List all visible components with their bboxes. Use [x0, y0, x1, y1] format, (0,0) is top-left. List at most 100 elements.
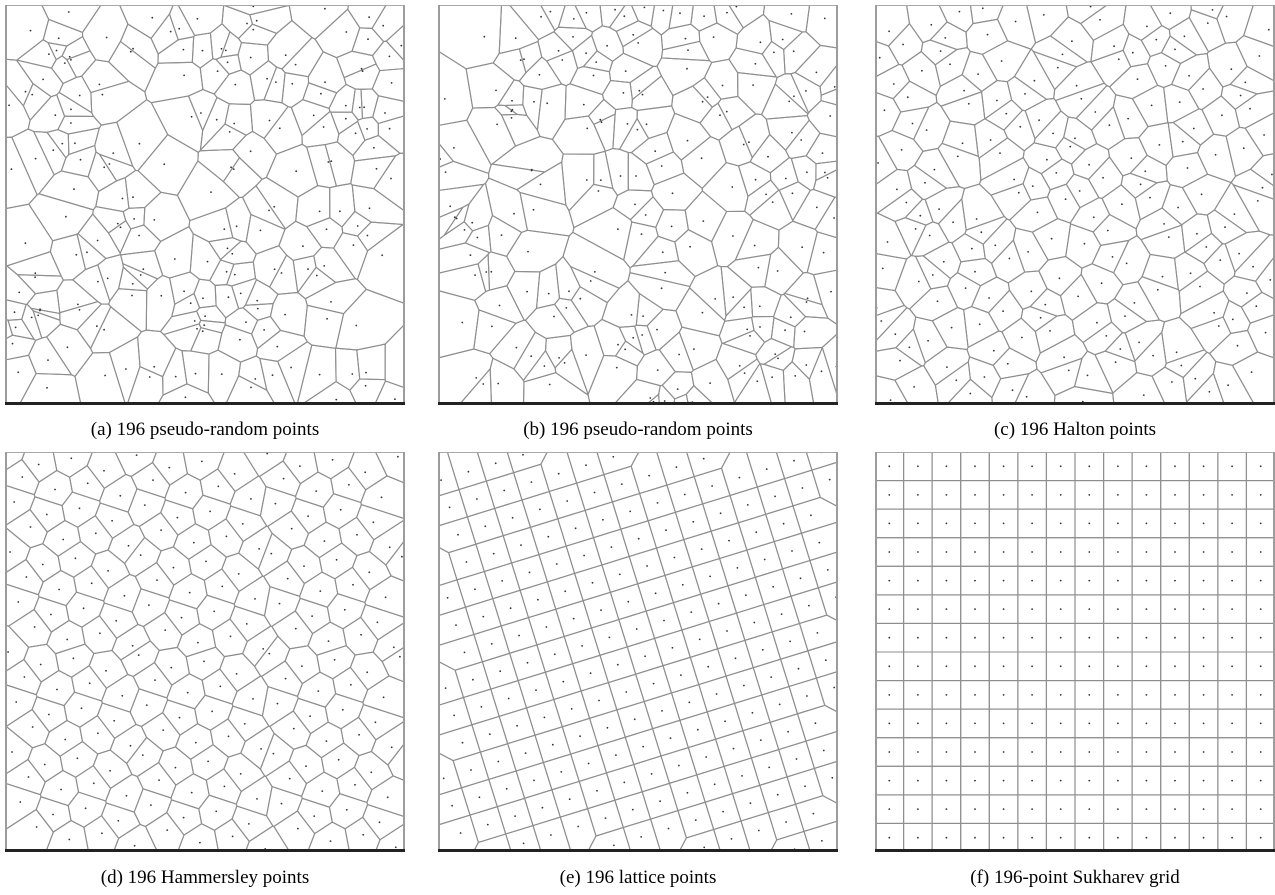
sample-point [7, 651, 9, 653]
sample-point [631, 808, 634, 811]
voronoi-cell [366, 775, 405, 818]
sample-point [55, 49, 58, 52]
voronoi-cell [1225, 126, 1264, 178]
voronoi-cell [342, 616, 379, 656]
sample-point [815, 71, 818, 74]
voronoi-cell [1201, 95, 1241, 137]
sample-point [808, 604, 810, 607]
sample-point [388, 546, 391, 549]
sample-point [1036, 211, 1039, 214]
sample-point [880, 320, 883, 322]
sample-point [1249, 107, 1251, 110]
sample-point [642, 745, 645, 748]
sample-point [1027, 251, 1029, 253]
caption-b: (b) 196 pseudo-random points [523, 419, 753, 440]
voronoi-cell [964, 215, 1008, 245]
sample-point [690, 611, 693, 613]
voronoi-cell [137, 329, 177, 378]
sample-point [1108, 124, 1111, 127]
sample-point [632, 33, 635, 36]
voronoi-cell [782, 292, 829, 319]
sample-point [1259, 836, 1262, 839]
sample-point [1000, 60, 1003, 62]
sample-point [399, 655, 401, 658]
sample-point [11, 751, 13, 753]
sample-point [694, 819, 697, 821]
sample-point [805, 301, 808, 303]
voronoi-cell [313, 246, 357, 283]
sample-point [245, 623, 248, 625]
sample-point [384, 112, 386, 114]
voronoi-cell [130, 461, 171, 499]
voronoi-cell [90, 80, 148, 126]
sample-points [888, 465, 1262, 839]
voronoi-cell [438, 5, 503, 70]
sample-point [132, 47, 134, 50]
voronoi-cell [5, 526, 32, 574]
sample-point [65, 215, 67, 218]
sample-point [1019, 125, 1022, 128]
voronoi-cell [981, 79, 1013, 120]
sample-point [946, 366, 948, 368]
sample-point [754, 178, 757, 181]
sample-point [561, 59, 564, 61]
sample-point [1202, 836, 1205, 839]
sample-point [543, 365, 546, 367]
sample-point [752, 84, 754, 86]
voronoi-diagram-f [875, 452, 1275, 852]
sample-point [914, 228, 917, 230]
sample-point [1180, 364, 1183, 367]
sample-point [1002, 722, 1005, 725]
sample-point [945, 722, 948, 725]
sample-point [1008, 257, 1011, 260]
sample-point [490, 643, 493, 645]
sample-point [579, 297, 582, 300]
sample-point [800, 139, 803, 141]
sample-point [900, 149, 903, 151]
sample-point [974, 270, 976, 273]
sample-point [928, 234, 931, 237]
voronoi-cell [748, 189, 794, 231]
sample-point [354, 783, 356, 786]
sample-point [1133, 302, 1136, 304]
sample-point [888, 465, 891, 468]
sample-point [826, 176, 829, 179]
sample-point [378, 821, 381, 824]
voronoi-cell [263, 585, 301, 628]
sample-point [203, 660, 205, 663]
sample-point [1188, 74, 1190, 77]
sample-point [917, 608, 919, 610]
sample-point [259, 229, 262, 232]
voronoi-cell [81, 614, 118, 655]
voronoi-cell [99, 473, 138, 513]
voronoi-cell [336, 120, 366, 157]
sample-point [70, 108, 72, 111]
sample-point [654, 150, 657, 153]
voronoi-cell [1229, 65, 1275, 95]
voronoi-cell [661, 371, 695, 400]
sample-point [291, 82, 294, 85]
sample-point [528, 571, 531, 574]
sample-point [1177, 206, 1179, 209]
sample-point [888, 808, 891, 810]
sample-point [37, 463, 40, 466]
voronoi-cell [1254, 255, 1275, 300]
sample-point [791, 192, 794, 195]
sample-point [1088, 808, 1091, 810]
sample-point [797, 667, 800, 670]
voronoi-cell [224, 375, 276, 405]
voronoi-cell [761, 40, 786, 79]
voronoi-cell [134, 561, 175, 599]
voronoi-cell [322, 493, 362, 530]
voronoi-cell [131, 588, 171, 628]
sample-point [977, 73, 979, 75]
sample-point [632, 336, 635, 339]
sample-point [221, 585, 224, 588]
sample-point [974, 836, 976, 839]
voronoi-cell [622, 27, 664, 67]
sample-point [1117, 494, 1119, 496]
voronoi-cell [123, 536, 162, 578]
sample-point [1021, 336, 1023, 339]
sample-point [46, 386, 48, 389]
sample-point [806, 171, 808, 174]
